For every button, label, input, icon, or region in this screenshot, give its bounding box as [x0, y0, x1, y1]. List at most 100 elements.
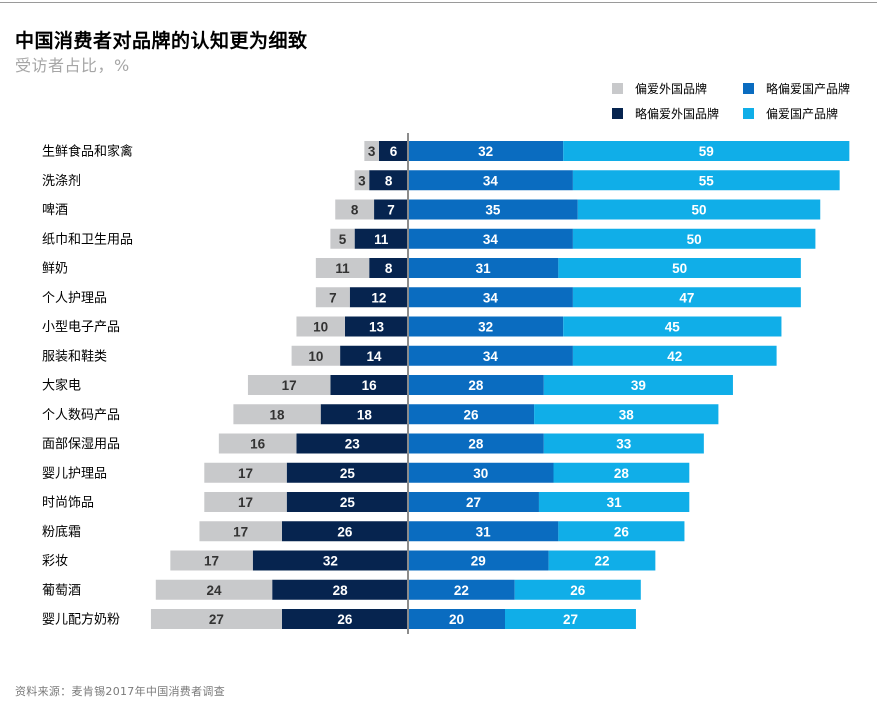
category-label: 婴儿护理品 [42, 466, 107, 481]
bar-strong-foreign [296, 316, 345, 337]
legend-swatch [612, 83, 623, 94]
data-label-strong-domestic: 45 [665, 320, 681, 335]
data-label-slight-domestic: 20 [449, 612, 464, 627]
bar-strong-foreign [354, 170, 370, 191]
data-label-slight-domestic: 34 [483, 232, 499, 247]
bar-strong-foreign [364, 141, 379, 161]
data-label-strong-foreign: 17 [233, 524, 248, 539]
data-label-strong-foreign: 17 [238, 495, 253, 510]
data-label-strong-domestic: 26 [570, 583, 586, 598]
data-label-slight-foreign: 8 [385, 261, 393, 276]
data-label-slight-foreign: 16 [362, 378, 378, 393]
bar-strong-foreign [315, 287, 350, 308]
bar-slight-foreign [286, 462, 408, 483]
bar-strong-domestic [563, 316, 782, 337]
legend: 偏爱外国品牌 略偏爱国产品牌 略偏爱外国品牌 偏爱国产品牌 [0, 0, 877, 130]
chart-title: 中国消费者对品牌的认知更为细致 [15, 30, 308, 52]
data-label-slight-domestic: 31 [476, 261, 492, 276]
data-label-strong-domestic: 39 [631, 378, 646, 393]
bar-strong-domestic [558, 521, 685, 542]
data-label-slight-domestic: 34 [483, 349, 499, 364]
legend-label: 偏爱外国品牌 [635, 82, 708, 96]
data-label-slight-domestic: 35 [485, 203, 501, 218]
data-label-slight-foreign: 28 [333, 583, 349, 598]
legend-item-slight-foreign: 略偏爱外国品牌 [612, 105, 719, 122]
legend-label: 略偏爱国产品牌 [766, 82, 851, 96]
data-label-slight-domestic: 34 [483, 290, 499, 305]
bar-strong-domestic [558, 258, 801, 278]
legend-swatch [743, 83, 754, 94]
data-label-slight-foreign: 13 [369, 320, 385, 335]
bar-strong-domestic [538, 492, 690, 512]
category-label: 时尚饰品 [42, 496, 94, 511]
data-label-strong-foreign: 17 [282, 378, 297, 393]
bar-strong-foreign [247, 375, 331, 395]
legend-item-strong-foreign: 偏爱外国品牌 [612, 80, 707, 97]
bar-slight-foreign [281, 521, 408, 542]
bar-slight-foreign [374, 199, 408, 220]
legend-swatch [612, 108, 623, 119]
data-label-slight-domestic: 28 [468, 378, 484, 393]
source-note: 资料来源：麦肯锡2017年中国消费者调查 [15, 685, 225, 698]
bar-strong-foreign [233, 404, 321, 425]
bar-slight-domestic [408, 433, 544, 454]
category-label: 个人数码产品 [42, 408, 120, 423]
data-label-strong-foreign: 16 [250, 437, 266, 452]
bar-strong-domestic [572, 287, 801, 308]
bar-slight-foreign [252, 550, 408, 571]
data-label-slight-foreign: 7 [387, 203, 395, 218]
bar-slight-domestic [408, 199, 578, 220]
category-label: 葡萄酒 [42, 583, 81, 598]
bar-slight-domestic [408, 345, 573, 366]
data-label-strong-domestic: 31 [607, 495, 623, 510]
data-label-slight-foreign: 18 [357, 407, 373, 422]
data-label-slight-domestic: 29 [471, 554, 486, 569]
bar-strong-foreign [218, 433, 297, 454]
data-label-strong-foreign: 10 [308, 349, 323, 364]
bar-slight-domestic [408, 609, 505, 629]
category-label: 纸巾和卫生用品 [42, 232, 133, 247]
category-label: 啤酒 [42, 203, 68, 218]
data-label-slight-foreign: 25 [340, 466, 356, 481]
bar-strong-domestic [577, 199, 821, 220]
bar-slight-foreign [281, 609, 408, 629]
bar-slight-foreign [272, 579, 408, 600]
bar-slight-foreign [369, 258, 408, 278]
bar-strong-domestic [572, 345, 777, 366]
bar-slight-foreign [330, 375, 408, 395]
data-label-slight-domestic: 30 [473, 466, 488, 481]
legend-swatch [743, 108, 754, 119]
bar-slight-domestic [408, 579, 515, 600]
data-label-strong-foreign: 24 [206, 583, 222, 598]
data-label-strong-foreign: 17 [238, 466, 253, 481]
data-label-strong-domestic: 59 [699, 144, 714, 159]
bar-slight-foreign [286, 492, 408, 512]
data-label-strong-domestic: 50 [691, 203, 706, 218]
bar-strong-domestic [505, 609, 636, 629]
bar-slight-domestic [408, 462, 554, 483]
data-label-slight-foreign: 32 [323, 554, 338, 569]
legend-item-slight-domestic: 略偏爱国产品牌 [743, 80, 850, 97]
data-label-strong-foreign: 8 [351, 203, 359, 218]
bar-strong-domestic [514, 579, 641, 600]
data-label-strong-foreign: 18 [270, 407, 286, 422]
data-label-slight-foreign: 11 [374, 232, 389, 247]
data-label-strong-foreign: 17 [204, 554, 219, 569]
bar-strong-foreign [315, 258, 370, 278]
category-label: 小型电子产品 [42, 320, 120, 335]
data-label-strong-domestic: 47 [679, 290, 694, 305]
bar-slight-foreign [354, 228, 408, 249]
data-label-strong-foreign: 3 [368, 144, 376, 159]
bar-strong-domestic [543, 375, 733, 395]
bar-slight-domestic [408, 550, 549, 571]
data-label-strong-domestic: 55 [699, 173, 715, 188]
data-label-slight-foreign: 12 [371, 290, 386, 305]
data-label-slight-foreign: 14 [367, 349, 383, 364]
data-label-strong-domestic: 50 [687, 232, 702, 247]
data-label-slight-foreign: 8 [385, 173, 393, 188]
bar-strong-foreign [291, 345, 341, 366]
bar-slight-domestic [408, 228, 573, 249]
bar-strong-domestic [563, 141, 850, 161]
data-label-slight-foreign: 23 [345, 437, 361, 452]
